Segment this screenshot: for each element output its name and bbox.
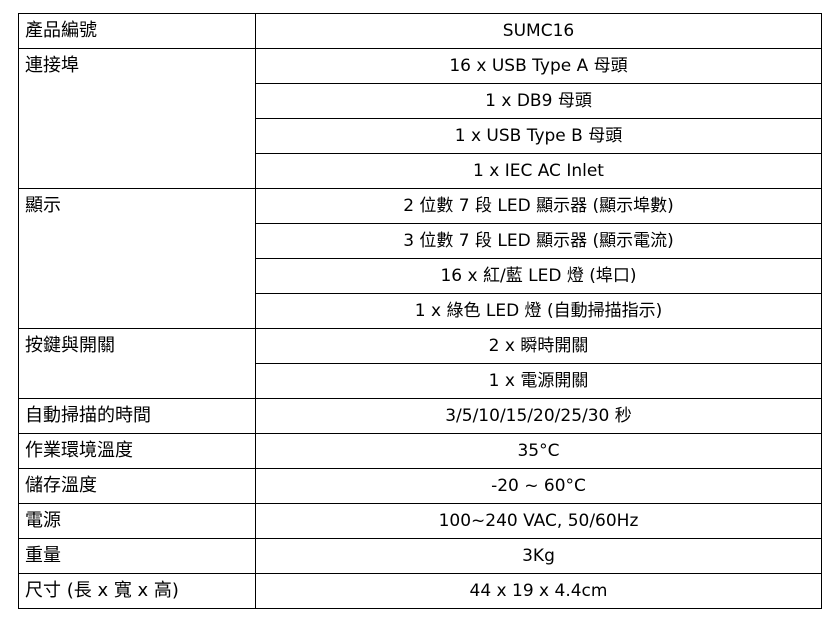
spec-value: 1 x 綠色 LED 燈 (自動掃描指示) bbox=[255, 293, 822, 329]
table-row: 尺寸 (長 x 寬 x 高) 44 x 19 x 4.4cm bbox=[18, 573, 822, 609]
spec-value: 3Kg bbox=[255, 538, 822, 574]
spec-value: 3 位數 7 段 LED 顯示器 (顯示電流) bbox=[255, 223, 822, 259]
spec-value: 1 x 電源開關 bbox=[255, 363, 822, 399]
table-row: 1 x 電源開關 bbox=[19, 363, 822, 399]
table-row: 3 位數 7 段 LED 顯示器 (顯示電流) bbox=[19, 223, 822, 259]
spec-table: 產品編號 SUMC16 連接埠 16 x USB Type A 母頭 1 x DB9 母… bbox=[18, 13, 822, 609]
table-row: 重量 3Kg bbox=[18, 538, 822, 574]
table-row: 儲存溫度 -20 ~ 60°C bbox=[18, 468, 822, 504]
spec-label: 重量 bbox=[18, 538, 256, 574]
spec-value: 16 x 紅/藍 LED 燈 (埠口) bbox=[255, 258, 822, 294]
table-row: 作業環境溫度 35°C bbox=[18, 433, 822, 469]
spec-value: 2 位數 7 段 LED 顯示器 (顯示埠數) bbox=[255, 188, 822, 224]
table-row: 1 x USB Type B 母頭 bbox=[19, 118, 822, 154]
spec-value: 100~240 VAC, 50/60Hz bbox=[255, 503, 822, 539]
table-row: 1 x DB9 母頭 bbox=[19, 83, 822, 119]
spec-value: 16 x USB Type A 母頭 bbox=[255, 48, 822, 84]
spec-label: 連接埠 bbox=[18, 48, 256, 189]
spec-value: 2 x 瞬時開關 bbox=[255, 328, 822, 364]
spec-label: 自動掃描的時間 bbox=[18, 398, 256, 434]
spec-value: 3/5/10/15/20/25/30 秒 bbox=[255, 398, 822, 434]
spec-value: SUMC16 bbox=[255, 13, 822, 49]
spec-label: 電源 bbox=[18, 503, 256, 539]
table-row: 自動掃描的時間 3/5/10/15/20/25/30 秒 bbox=[18, 398, 822, 434]
spec-value: 1 x USB Type B 母頭 bbox=[255, 118, 822, 154]
table-row: 按鍵與開關 2 x 瞬時開關 bbox=[18, 328, 822, 399]
table-row: 連接埠 16 x USB Type A 母頭 bbox=[18, 48, 822, 189]
spec-label: 尺寸 (長 x 寬 x 高) bbox=[18, 573, 256, 609]
spec-value: 1 x IEC AC Inlet bbox=[255, 153, 822, 189]
table-row: 產品編號 SUMC16 bbox=[18, 13, 822, 49]
spec-label: 作業環境溫度 bbox=[18, 433, 256, 469]
spec-value: 35°C bbox=[255, 433, 822, 469]
table-row: 16 x 紅/藍 LED 燈 (埠口) bbox=[19, 258, 822, 294]
spec-value: -20 ~ 60°C bbox=[255, 468, 822, 504]
spec-value: 1 x DB9 母頭 bbox=[255, 83, 822, 119]
spec-label: 按鍵與開關 bbox=[18, 328, 256, 399]
table-row: 1 x 綠色 LED 燈 (自動掃描指示) bbox=[19, 293, 822, 329]
spec-label: 儲存溫度 bbox=[18, 468, 256, 504]
spec-label: 產品編號 bbox=[18, 13, 256, 49]
spec-label: 顯示 bbox=[18, 188, 256, 329]
spec-value: 44 x 19 x 4.4cm bbox=[255, 573, 822, 609]
table-row: 電源 100~240 VAC, 50/60Hz bbox=[18, 503, 822, 539]
table-row: 顯示 2 位數 7 段 LED 顯示器 (顯示埠數) bbox=[18, 188, 822, 329]
